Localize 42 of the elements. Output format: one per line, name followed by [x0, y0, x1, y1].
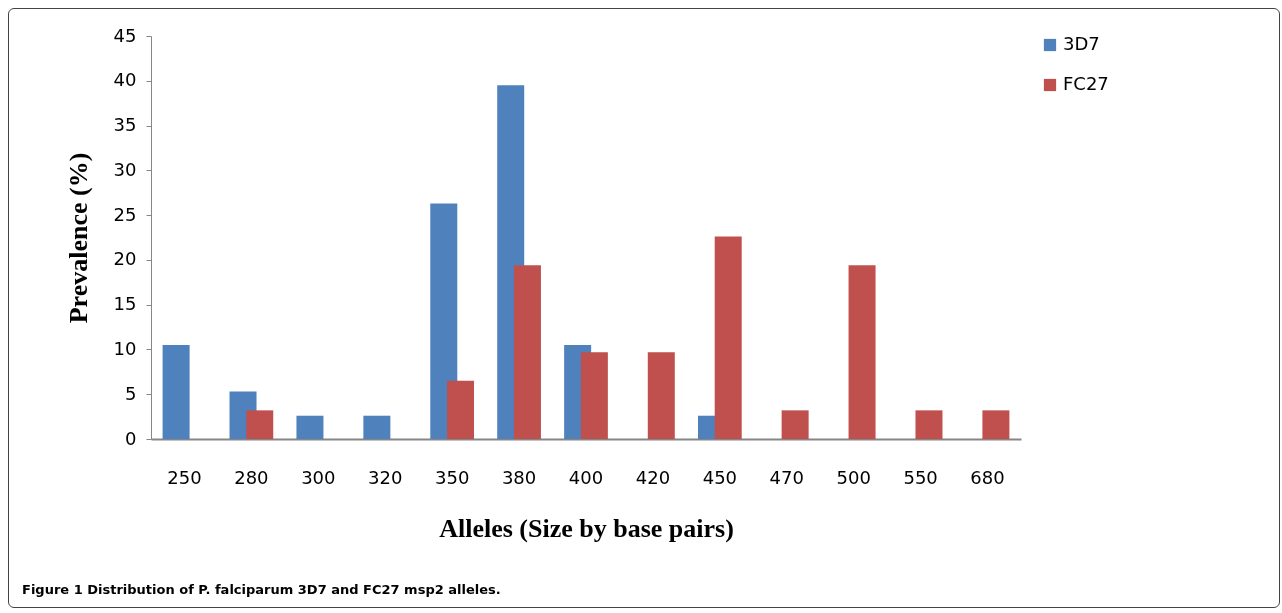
x-tick-label: 470	[769, 466, 804, 488]
x-tick-label: 680	[970, 466, 1005, 488]
x-tick-label: 420	[635, 466, 671, 488]
bar	[982, 410, 1010, 439]
y-axis-title: Prevalence (%)	[63, 152, 93, 324]
x-tick-label: 250	[167, 466, 202, 488]
legend-label: FC27	[1063, 73, 1109, 94]
x-tick-label: 300	[301, 466, 336, 488]
bar	[580, 352, 608, 439]
bar	[162, 344, 190, 439]
x-tick-label: 450	[702, 466, 738, 488]
bar	[363, 415, 391, 439]
bar	[447, 380, 475, 439]
y-tick-label: 45	[113, 24, 137, 46]
bar	[647, 352, 675, 439]
bar	[848, 265, 876, 439]
bar	[714, 236, 742, 439]
y-tick-label: 15	[113, 293, 137, 315]
bar	[296, 415, 324, 439]
x-axis-title: Alleles (Size by base pairs)	[439, 513, 734, 543]
x-tick-label: 350	[434, 466, 470, 488]
caption: Figure 1 Distribution of P. falciparum 3D7 and FC27 msp2 alleles.	[22, 582, 501, 597]
y-tick-label: 20	[113, 248, 137, 270]
y-tick-label: 0	[125, 427, 137, 449]
x-tick-label: 500	[836, 466, 871, 488]
bar	[246, 410, 274, 439]
bar	[915, 410, 943, 439]
y-tick-label: 40	[113, 69, 137, 91]
legend-label: 3D7	[1063, 33, 1100, 54]
y-tick-label: 5	[125, 382, 137, 404]
bar	[430, 203, 458, 439]
x-tick-label: 280	[234, 466, 269, 488]
x-tick-label: 320	[368, 466, 403, 488]
x-tick-label: 550	[903, 466, 938, 488]
y-tick-label: 35	[113, 114, 137, 136]
x-tick-label: 380	[501, 466, 537, 488]
x-tick-label: 400	[568, 466, 604, 488]
y-tick-label: 30	[113, 158, 137, 180]
y-tick-label: 10	[113, 337, 137, 359]
bar	[781, 410, 809, 439]
bar	[513, 265, 541, 439]
y-tick-label: 25	[113, 203, 137, 225]
